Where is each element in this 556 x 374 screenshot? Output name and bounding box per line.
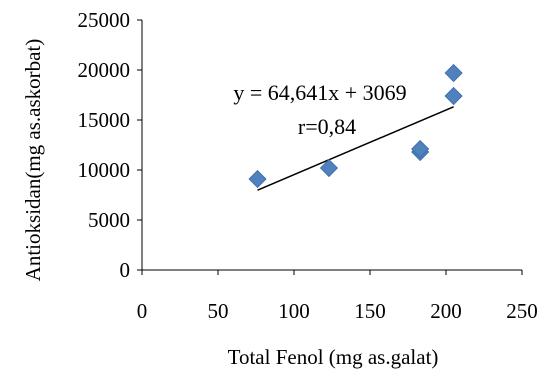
y-ticks: 0 5000 10000 15000 20000 25000 — [78, 8, 142, 282]
axes — [141, 20, 522, 271]
y-tick-label: 20000 — [78, 58, 131, 82]
data-point — [444, 63, 463, 83]
data-point — [411, 139, 430, 159]
data-points — [248, 63, 463, 189]
x-axis-title: Total Fenol (mg as.galat) — [228, 345, 439, 369]
y-tick-label: 0 — [120, 258, 131, 282]
x-tick-label: 250 — [506, 299, 538, 323]
y-tick-label: 15000 — [78, 108, 131, 132]
x-ticks: 0 50 100 150 200 250 — [137, 270, 538, 323]
y-tick-label: 25000 — [78, 8, 131, 32]
y-tick-label: 10000 — [78, 158, 131, 182]
x-tick-label: 150 — [354, 299, 386, 323]
r-label: r=0,84 — [298, 114, 356, 139]
x-tick-label: 50 — [208, 299, 229, 323]
data-point — [319, 158, 339, 178]
data-point — [444, 86, 463, 106]
data-point — [248, 169, 267, 189]
equation-label: y = 64,641x + 3069 — [233, 80, 406, 105]
trendline — [257, 106, 454, 191]
y-tick-label: 5000 — [88, 208, 130, 232]
y-axis-title: Antioksidan(mg as.askorbat) — [21, 39, 45, 282]
x-tick-label: 0 — [137, 299, 148, 323]
x-tick-label: 100 — [278, 299, 310, 323]
x-tick-label: 200 — [430, 299, 462, 323]
